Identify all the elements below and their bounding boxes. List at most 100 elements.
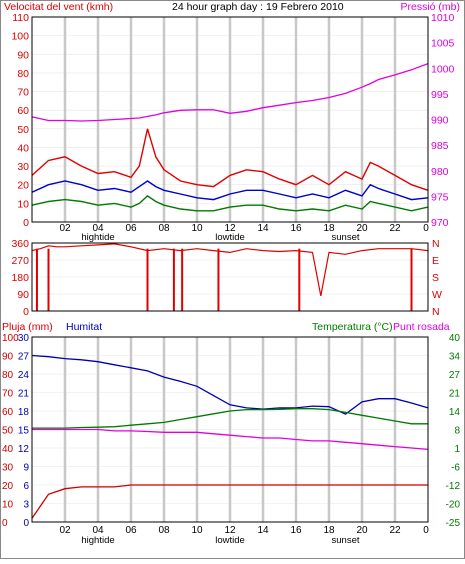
p1-xtick-label: 06	[125, 223, 137, 234]
p1-xtick-label: 18	[323, 223, 335, 234]
p2-ytick-label: 90	[17, 289, 29, 301]
p1-ytick-label: 70	[17, 87, 29, 99]
rain-axis-label: Pluja (mm)	[2, 321, 53, 333]
p1-marker-label: hightide	[81, 232, 114, 243]
p3-hum-tick-label: 9	[23, 463, 29, 474]
p3-rain-tick-label: 20	[2, 481, 14, 492]
p3-rain-tick-label: 40	[2, 444, 14, 455]
p3-hum-tick-label: 0	[23, 518, 29, 529]
dewpoint-axis-label: Punt rosada	[393, 321, 450, 333]
p3-marker-label: sunset	[332, 535, 360, 546]
p1-ytick-label: 0	[23, 217, 29, 229]
p2-ytick-label: 180	[11, 272, 29, 284]
p3-xtick-label: 10	[191, 525, 203, 536]
humidity-axis-label: Humitat	[66, 321, 102, 333]
p3-series-3	[32, 428, 429, 451]
p1-xtick-label: 16	[290, 223, 302, 234]
p1-frame	[31, 16, 429, 223]
p3-rain-tick-label: 10	[2, 500, 14, 511]
p3-temp-tick-label: 27	[449, 370, 461, 381]
p1-xtick-label: 08	[158, 223, 170, 234]
p1-ytick-label: 100	[11, 31, 29, 43]
p1-xtick-label: 0	[423, 223, 429, 234]
p1-y2tick-label: 995	[431, 89, 449, 101]
p3-xtick-label: 14	[257, 525, 269, 536]
p3-marker-label: lowtide	[215, 535, 245, 546]
p3-marker-label: hightide	[81, 535, 114, 546]
p3-series-0	[31, 484, 428, 519]
p3-hum-tick-label: 24	[18, 370, 30, 381]
p1-xtick-label: 12	[224, 223, 236, 234]
p1-series-0	[31, 128, 429, 191]
p1-y2tick-label: 980	[431, 166, 449, 178]
p1-xtick-label: 22	[389, 223, 401, 234]
p3-hum-tick-label: 6	[23, 481, 29, 492]
p3-temp-tick-label: 8	[454, 426, 460, 437]
p2-compass-label: E	[432, 255, 439, 267]
p3-rain-tick-label: 90	[2, 352, 14, 363]
p3-rain-tick-label: 50	[2, 426, 14, 437]
p1-xtick-label: 14	[257, 223, 269, 234]
p3-rain-tick-label: 60	[2, 407, 14, 418]
p3-hum-tick-label: 21	[18, 389, 30, 400]
temperature-axis-label: Temperatura (°C)	[312, 321, 393, 333]
p1-y2tick-label: 990	[431, 115, 449, 127]
p3-temp-tick-label: 21	[449, 389, 461, 400]
p3-rain-tick-label: 70	[2, 389, 14, 400]
p1-series-1	[31, 180, 429, 201]
p3-temp-tick-label: 40	[449, 333, 461, 344]
p1-xtick-label: 02	[59, 223, 71, 234]
p2-ytick-label: 270	[11, 255, 29, 267]
p3-hum-tick-label: 12	[18, 444, 30, 455]
p3-xtick-label: 02	[59, 525, 71, 536]
p1-series-2	[31, 195, 429, 212]
p3-temp-tick-label: -6	[451, 463, 460, 474]
p3-rain-tick-label: 100	[2, 333, 19, 344]
p1-y2tick-label: 975	[431, 191, 449, 203]
p1-xtick-label: 04	[92, 223, 104, 234]
pressure-axis-label: Pressió (mb)	[400, 1, 460, 13]
p3-rain-tick-label: 80	[2, 370, 14, 381]
p1-xtick-label: 20	[356, 223, 368, 234]
p2-compass-label: W	[432, 289, 442, 301]
p3-xtick-label: 08	[158, 525, 170, 536]
p3-hum-tick-label: 18	[18, 407, 30, 418]
p1-ytick-label: 20	[17, 180, 29, 192]
p2-compass-label: N	[432, 306, 440, 318]
p1-marker-label: lowtide	[215, 232, 245, 243]
p2-ytick-label: 360	[11, 238, 29, 250]
p3-xtick-label: 18	[323, 525, 335, 536]
p1-y2tick-label: 985	[431, 140, 449, 152]
p1-y2tick-label: 1000	[431, 63, 455, 75]
p3-temp-tick-label: -12	[446, 481, 461, 492]
p1-ytick-label: 40	[17, 142, 29, 154]
p1-ytick-label: 30	[17, 161, 29, 173]
p3-xtick-label: 22	[389, 525, 401, 536]
p3-temp-tick-label: -25	[446, 518, 461, 529]
p3-hum-tick-label: 30	[18, 333, 30, 344]
p1-ytick-label: 110	[12, 12, 29, 24]
p1-ytick-label: 90	[17, 49, 29, 61]
p3-xtick-label: 16	[290, 525, 302, 536]
p3-xtick-label: 06	[125, 525, 137, 536]
p1-y2tick-label: 970	[431, 217, 449, 229]
p3-xtick-label: 04	[92, 525, 104, 536]
p2-frame	[31, 242, 429, 312]
p3-hum-tick-label: 27	[18, 352, 30, 363]
p1-ytick-label: 60	[17, 105, 29, 117]
p1-marker-label: sunset	[332, 232, 360, 243]
p1-xtick-label: 10	[191, 223, 203, 234]
p1-y2tick-label: 1010	[431, 12, 455, 24]
p3-temp-tick-label: 14	[449, 407, 461, 418]
p2-ytick-label: 0	[23, 306, 29, 318]
p1-ytick-label: 80	[17, 68, 29, 80]
p1-ytick-label: 50	[17, 124, 29, 136]
p2-compass-label: N	[432, 238, 440, 250]
p3-xtick-label: 0	[423, 525, 429, 536]
p1-series-3	[31, 62, 429, 122]
p3-frame	[31, 336, 429, 523]
p2-direction-line	[31, 243, 429, 297]
chart-title: 24 hour graph day : 19 Febrero 2010	[172, 1, 344, 13]
